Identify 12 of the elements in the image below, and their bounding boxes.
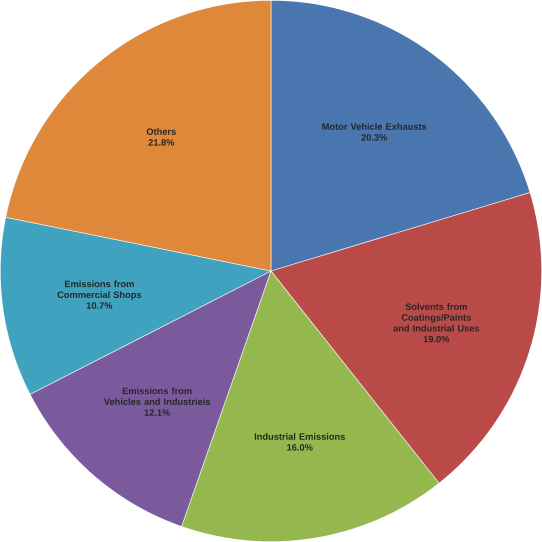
data-label: 16.0% bbox=[287, 444, 313, 451]
data-label: 19.0% bbox=[424, 336, 450, 342]
data-label: 20.3% bbox=[361, 134, 388, 141]
slice-label: Emissions from Vehicles and Industrieis bbox=[104, 387, 210, 405]
slice-label: Others bbox=[146, 128, 176, 135]
slice-label: Industrial Emissions bbox=[254, 433, 345, 440]
data-label: 12.1% bbox=[144, 409, 170, 416]
slice-label: Emissions from Commercial Shops bbox=[58, 280, 142, 300]
slice-label: Motor Vehicle Exhausts bbox=[322, 123, 426, 130]
data-label: 10.7% bbox=[86, 302, 112, 309]
slice-label: Solvents from Coatings/Paints and Industrial Uses bbox=[393, 303, 480, 332]
data-label: 21.8% bbox=[148, 139, 174, 146]
